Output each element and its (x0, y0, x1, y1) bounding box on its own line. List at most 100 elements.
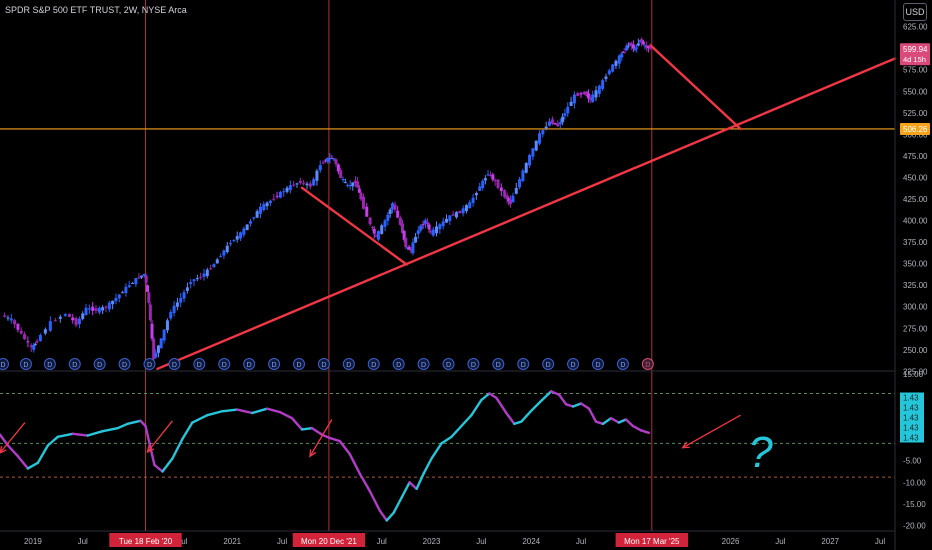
dividend-marker-label: D (595, 362, 600, 369)
current-price-label: 599.94 (903, 45, 928, 54)
indicator-segment (505, 411, 516, 426)
candle-body (282, 191, 286, 193)
indicator-segment (278, 410, 294, 420)
arrow-3 (682, 414, 741, 449)
candle-body (489, 174, 493, 176)
candle-body (53, 320, 57, 322)
candle-body (623, 48, 627, 50)
time-tick-label: 2019 (24, 537, 42, 546)
candle-body (137, 277, 141, 279)
candle-body (579, 93, 583, 95)
dividend-marker-label: D (496, 362, 501, 369)
candle-body (48, 321, 52, 331)
candle-body (507, 198, 511, 202)
time-tick-label: Jul (576, 537, 586, 546)
indicator-segment (171, 437, 184, 460)
candle-body (346, 185, 350, 187)
candle-body (117, 294, 121, 299)
dividend-marker (243, 358, 256, 370)
time-tick-label: 2024 (522, 537, 540, 546)
candle-body (524, 162, 528, 173)
price-tick-label: 625.00 (903, 23, 928, 32)
candle-body (563, 113, 567, 116)
candle-body (172, 305, 176, 314)
candle-body (121, 292, 125, 294)
currency-button[interactable]: USD (903, 3, 927, 21)
candle-body (435, 226, 439, 234)
price-tick-label: 475.00 (903, 152, 928, 161)
candle-body (471, 197, 475, 203)
candle-body (312, 179, 316, 186)
candle-body (29, 345, 33, 348)
candle-body (26, 341, 30, 343)
candle-body (626, 45, 630, 47)
candle-body (425, 222, 429, 225)
candle-body (209, 268, 213, 270)
dividend-marker (19, 358, 32, 370)
trendlines[interactable] (156, 44, 897, 370)
dividend-marker (517, 358, 530, 370)
question-mark-annotation[interactable]: ? (748, 428, 773, 477)
candle-body (101, 307, 105, 311)
candle-body (601, 80, 605, 89)
candle-body (625, 45, 629, 51)
indicator-segment (338, 439, 352, 456)
indicator-segment (368, 489, 381, 512)
candle-body (588, 97, 592, 100)
indicator-value-tag (900, 392, 924, 443)
annotation-arrows[interactable] (0, 414, 741, 458)
dividend-marker (292, 358, 305, 370)
dividend-marker (218, 358, 231, 370)
indicator-segment (488, 392, 498, 400)
dividend-marker (467, 358, 480, 370)
candle-body (84, 307, 88, 315)
candle-body (427, 224, 431, 230)
dividend-marker-label: D (620, 362, 625, 369)
candle-body (343, 181, 347, 183)
candle-body (245, 224, 249, 231)
candle-body (235, 236, 239, 240)
indicator-segment (101, 426, 119, 433)
indicator-tick-label: 15.00 (903, 370, 924, 379)
indicator-segment (520, 409, 533, 423)
time-tick-label: Jul (78, 537, 88, 546)
indicator-segment (571, 402, 583, 408)
candle-body (380, 225, 384, 235)
candle-body (645, 45, 649, 48)
candle-body (219, 256, 223, 258)
dividend-marker (193, 358, 206, 370)
candle-body (239, 232, 243, 239)
dividend-marker-label: D (222, 362, 227, 369)
vertical-markers (145, 0, 653, 531)
candle-body (461, 208, 465, 214)
arrowhead-2 (309, 449, 317, 458)
candle-body (175, 302, 179, 307)
dividend-marker (43, 358, 56, 370)
candle-body (491, 174, 495, 180)
dividend-marker-label: D (471, 362, 476, 369)
candle-body (318, 165, 322, 171)
indicator-tick-label: -15.00 (903, 500, 926, 509)
candle-body (486, 174, 490, 176)
candle-body (71, 317, 75, 321)
candle-body (107, 302, 111, 310)
indicator-segment (126, 419, 142, 426)
candle-body (585, 91, 589, 97)
candle-body (416, 230, 420, 234)
candle-body (336, 164, 340, 172)
indicator-segment (480, 392, 491, 402)
dividend-marker-label: D (446, 362, 451, 369)
candle-body (438, 224, 442, 230)
candle-body (356, 181, 360, 188)
candle-body (328, 158, 332, 160)
candle-body (148, 304, 152, 321)
candle-body (195, 278, 199, 280)
candle-body (569, 101, 573, 106)
candle-body (643, 45, 647, 47)
time-tick-label: 2021 (223, 537, 241, 546)
candle-body (140, 275, 144, 278)
candle-body (323, 160, 327, 162)
candle-body (630, 43, 634, 46)
